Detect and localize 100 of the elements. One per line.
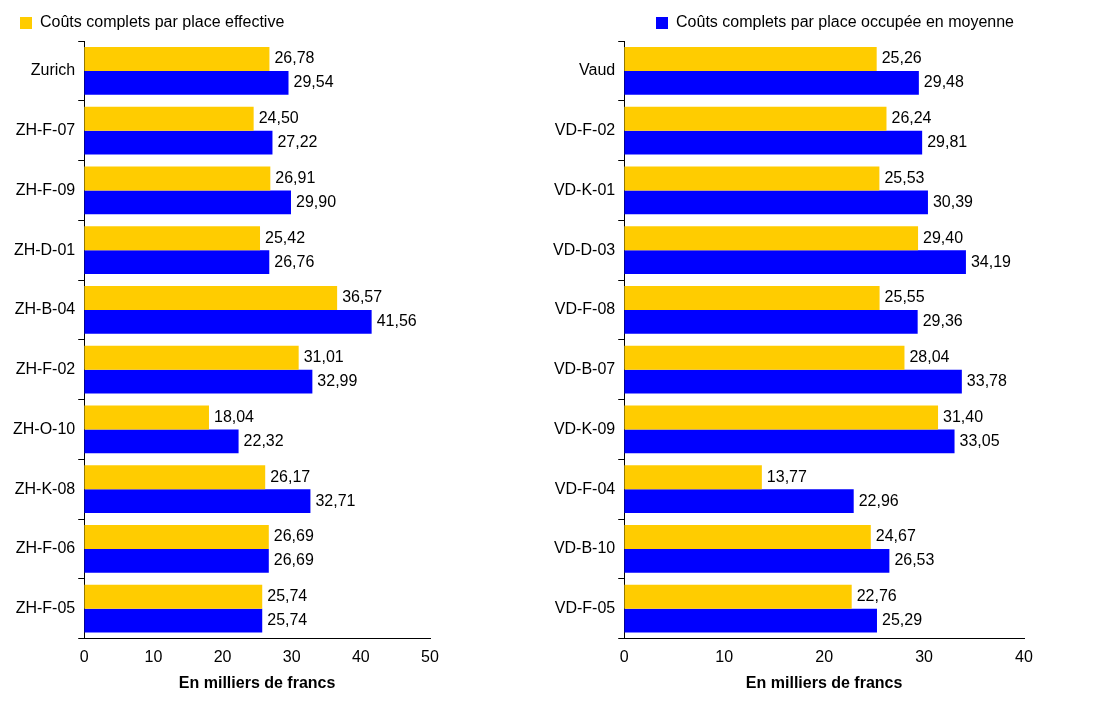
data-label: 22,32 [243,431,284,449]
data-label: 26,17 [270,467,311,485]
bar [624,525,871,549]
data-label: 29,81 [927,133,968,150]
data-label: 29,48 [923,73,964,91]
data-label: 41,56 [376,312,417,330]
data-label: 32,99 [317,372,358,390]
data-label: 26,69 [273,527,314,545]
data-label: 29,40 [923,228,964,246]
data-label: 30,39 [932,192,974,210]
bar [624,286,880,310]
bar [84,166,271,191]
x-tick-label: 50 [421,647,439,665]
x-tick-label: 20 [213,647,232,665]
data-label: 29,90 [296,192,337,210]
bar [84,309,372,334]
bar [84,405,209,430]
x-tick-label: 0 [79,647,89,665]
x-axis-title: En milliers de francs [178,673,336,691]
y-tick-label: Vaud [579,61,616,79]
bar [624,345,905,370]
y-tick-label: VD-K-01 [553,180,616,198]
data-label: 25,74 [267,611,308,629]
bar [624,369,962,394]
x-tick-label: 30 [915,647,934,665]
y-tick-label: VD-F-05 [554,599,616,617]
bar [624,309,918,334]
y-tick-label: ZH-F-09 [15,180,76,198]
x-tick-label: 10 [715,647,734,665]
bar [624,405,939,430]
y-tick-label: ZH-F-05 [15,599,76,617]
bar [624,166,880,191]
bar [624,584,852,609]
data-label: 26,53 [894,551,935,569]
x-tick-label: 40 [351,647,370,665]
data-label: 34,19 [970,252,1012,270]
bar [84,70,289,95]
y-tick-label: ZH-F-06 [15,539,76,557]
data-label: 29,54 [293,73,334,91]
data-label: 26,78 [274,49,315,67]
bar [624,465,762,490]
bar [84,369,313,394]
y-tick-label: Zurich [30,61,76,79]
data-label: 26,24 [891,109,932,127]
bar [624,130,923,155]
bar [84,548,269,573]
bar [84,46,270,71]
data-label: 25,53 [884,168,925,186]
y-tick-label: VD-F-02 [554,121,616,139]
bar [624,548,890,573]
legend-label: Coûts complets par place occupée en moyenne [676,13,1015,31]
bar [84,250,270,275]
y-tick-label: ZH-O-10 [12,419,76,437]
x-tick-label: 10 [144,647,163,665]
bar [624,250,966,275]
bar [624,608,877,633]
y-tick-label: ZH-B-04 [14,300,76,318]
data-label: 25,29 [881,611,923,629]
x-tick-label: 0 [619,647,629,665]
bar [84,226,261,251]
bar [624,106,887,131]
legend-label: Coûts complets par place effective [40,13,285,31]
bar [84,429,239,454]
y-tick-label: VD-F-04 [554,479,616,497]
bar [84,525,269,549]
data-label: 26,69 [273,551,314,569]
bar [84,106,254,131]
x-axis-title: En milliers de francs [745,673,903,691]
data-label: 25,42 [265,228,306,246]
bar [84,190,291,215]
data-label: 13,77 [766,467,807,485]
data-label: 25,26 [881,49,922,67]
data-label: 25,55 [884,288,925,306]
bar [84,345,299,370]
bar [624,429,955,454]
bar [84,489,311,514]
data-label: 33,78 [966,372,1007,390]
data-label: 18,04 [213,407,255,425]
bar [84,286,338,310]
bar [624,46,877,71]
y-tick-label: VD-B-07 [553,360,616,378]
bar [624,489,854,514]
data-label: 24,67 [875,527,916,545]
y-tick-label: VD-K-09 [553,419,616,437]
y-tick-label: ZH-D-01 [13,240,76,258]
bar [624,70,919,95]
y-tick-label: VD-B-10 [553,539,616,557]
bar [624,190,928,215]
x-tick-label: 30 [282,647,301,665]
bar [84,130,273,155]
x-tick-label: 20 [815,647,834,665]
bar [84,465,266,490]
data-label: 26,91 [275,168,316,186]
bar [624,226,919,251]
data-label: 25,74 [267,587,308,605]
data-label: 33,05 [959,431,1000,449]
data-label: 22,96 [858,491,899,509]
data-label: 31,01 [303,348,344,366]
y-tick-label: ZH-K-08 [14,479,76,497]
data-label: 36,57 [342,288,383,306]
